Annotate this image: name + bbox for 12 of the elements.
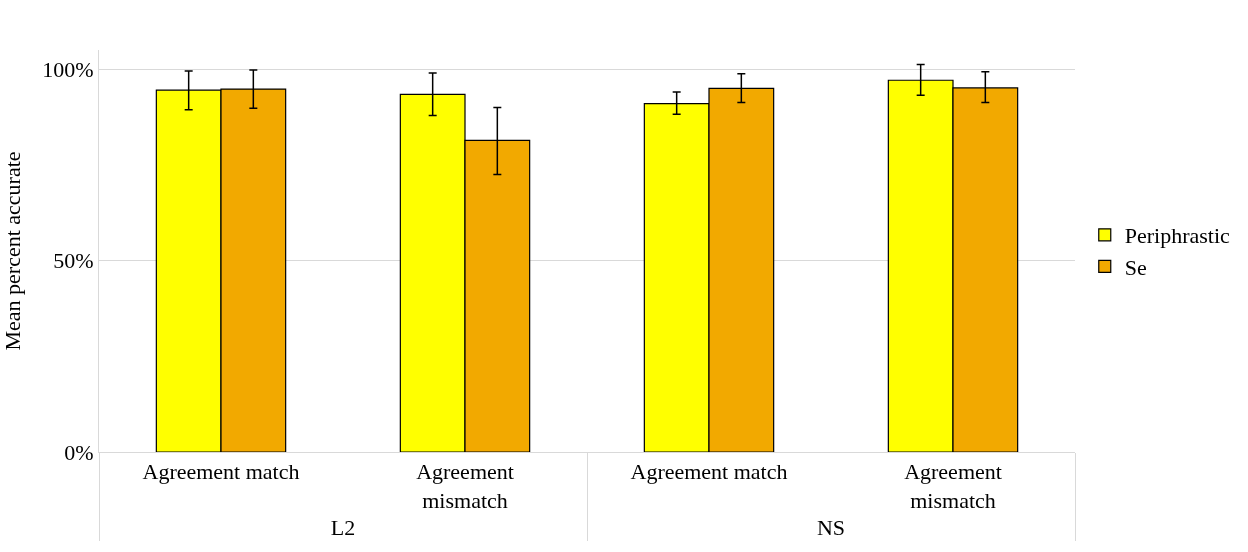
x-tick-label: Agreement match — [630, 459, 788, 485]
text: NS — [816, 515, 846, 540]
x-tick-label: Agreement mismatch — [904, 459, 1002, 513]
y-tick-label: 0% — [64, 439, 94, 465]
y-axis-title: Mean percent accurate — [0, 151, 26, 351]
y-tick-label: 100% — [42, 56, 94, 82]
x-tick-label: Agreement mismatch — [416, 459, 514, 513]
text: L2 — [330, 515, 356, 540]
y-tick-label: 50% — [53, 248, 94, 274]
x-tick-label: Agreement match — [142, 459, 300, 485]
legend-label: Se — [1124, 254, 1147, 280]
legend-label: Periphrastic — [1124, 223, 1231, 249]
